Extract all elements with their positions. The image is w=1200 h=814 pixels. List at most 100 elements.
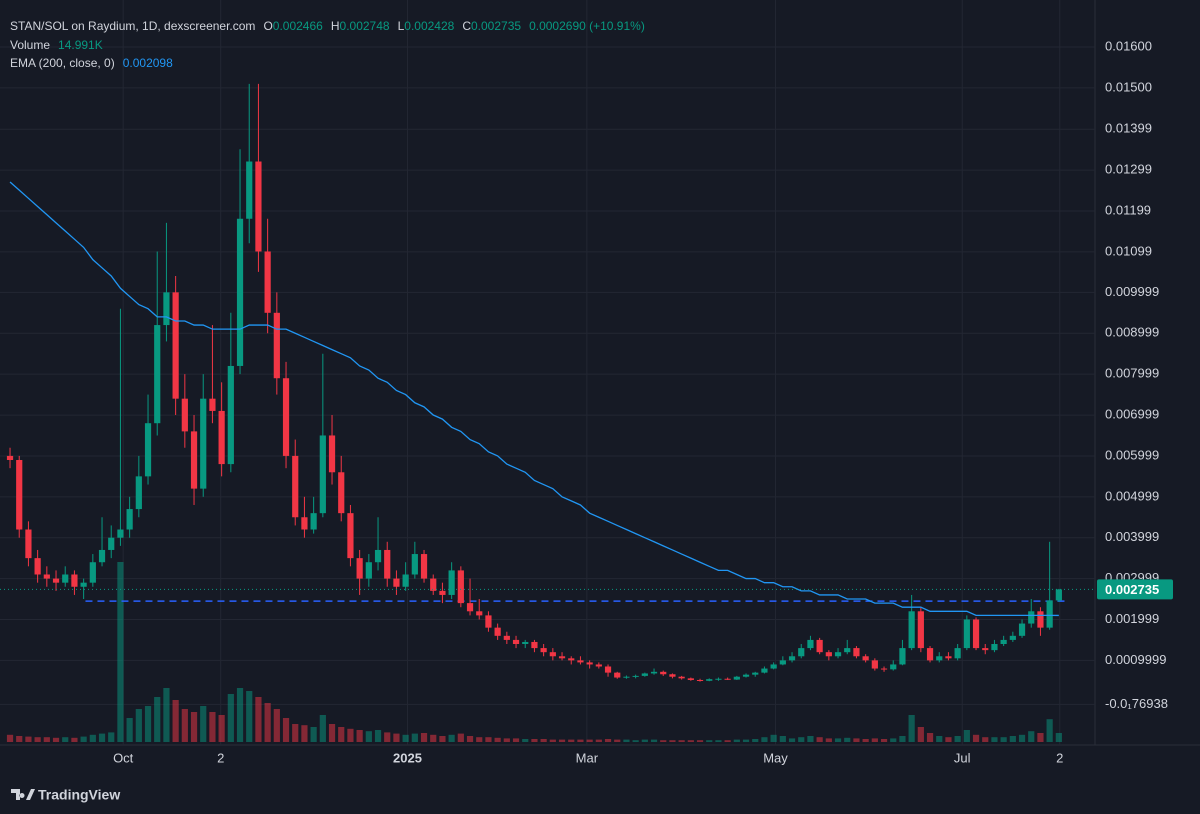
volume-bar (678, 740, 685, 742)
candle-body (144, 423, 152, 477)
volume-bar (604, 739, 612, 742)
candle-body (917, 611, 924, 649)
volume-bar (963, 730, 970, 742)
volume-bar (926, 733, 934, 742)
candle-body (1018, 623, 1026, 636)
volume-bar (742, 739, 750, 742)
volume-bar (89, 734, 96, 742)
candle-body (181, 398, 188, 432)
candle-body (89, 562, 96, 583)
volume-bar (853, 738, 860, 742)
candle-body (264, 251, 271, 313)
candle-body (742, 674, 750, 677)
candle-body (779, 660, 786, 665)
volume-bar (117, 562, 124, 742)
y-tick-label: 0.01600 (1105, 38, 1152, 53)
candle-body (623, 676, 630, 678)
candle-body (577, 660, 584, 663)
volume-bar (6, 734, 14, 742)
volume-bar (200, 706, 207, 742)
volume-bar (1055, 733, 1062, 742)
volume-bar (319, 715, 326, 742)
candle-body (568, 658, 575, 661)
candle-body (282, 378, 290, 456)
x-tick-label: 2 (217, 750, 224, 765)
candle-body (1028, 611, 1035, 624)
candle-body (696, 679, 704, 681)
ohlc-value: 0.002428 (404, 19, 454, 33)
candle-body (310, 513, 317, 530)
y-tick-label: 0.004999 (1105, 488, 1159, 503)
volume-bar (347, 728, 354, 742)
ema-name: EMA (200, close, 0) (10, 56, 115, 70)
volume-bar (292, 724, 299, 742)
volume-bar (816, 737, 823, 742)
volume-bar (972, 734, 980, 742)
candle-body (825, 652, 832, 657)
volume-bar (356, 730, 363, 742)
candle-body (798, 648, 805, 657)
candle-body (420, 554, 428, 579)
candle-body (844, 648, 851, 653)
x-tick-label: 2 (1056, 750, 1063, 765)
ohlc-value: 0.002466 (273, 19, 323, 33)
candle-body (328, 435, 336, 473)
candle-body (71, 574, 78, 587)
candle-body (954, 648, 961, 659)
volume-bar (181, 709, 188, 742)
candle-body (991, 644, 998, 651)
volume-name: Volume (10, 38, 50, 52)
x-tick-label: 2025 (393, 750, 422, 765)
volume-bar (1009, 736, 1016, 742)
volume-bar (632, 740, 639, 742)
volume-bar (945, 737, 952, 742)
volume-bar (770, 734, 777, 742)
ohlc-label: L (398, 19, 405, 33)
candle-body (1037, 611, 1044, 628)
volume-bar (724, 740, 731, 742)
volume-bar (623, 739, 630, 742)
candle-body (246, 161, 253, 219)
candle-body (135, 476, 142, 510)
volume-bar (273, 709, 280, 742)
candle-body (200, 398, 207, 489)
volume-bar (393, 733, 400, 742)
candle-body (604, 666, 612, 673)
volume-bar (531, 739, 538, 742)
volume-bar (310, 727, 317, 742)
volume-bar (16, 736, 23, 742)
y-tick-label: 0.008999 (1105, 325, 1159, 340)
volume-bar (374, 730, 382, 742)
volume-bar (1037, 733, 1044, 742)
volume-bar (439, 736, 446, 742)
ohlc-label: C (462, 19, 471, 33)
candle-body (936, 656, 943, 661)
candles-layer (0, 83, 1095, 682)
candle-body (62, 574, 69, 583)
volume-bar (1018, 734, 1026, 742)
volume-bar (264, 703, 271, 742)
volume-bar (503, 738, 510, 742)
volume-bar (246, 691, 253, 742)
candle-body (43, 574, 50, 579)
candle-body (788, 656, 796, 661)
ohlc-value: 0.002735 (471, 19, 521, 33)
candle-body (926, 648, 934, 661)
volume-bar (328, 724, 336, 742)
volume-bar (752, 739, 759, 742)
volume-bar (43, 737, 50, 742)
volume-bar (733, 739, 740, 742)
candle-body (34, 558, 41, 575)
volume-bar (1000, 737, 1007, 742)
volume-bar (788, 738, 796, 742)
candle-body (1046, 600, 1053, 628)
y-tick-label: -0.0₁76938 (1105, 696, 1168, 711)
volume-layer (6, 562, 1062, 742)
candle-body (1000, 639, 1007, 645)
y-tick-label: 0.01399 (1105, 121, 1152, 136)
y-tick-label: 0.01199 (1105, 202, 1151, 217)
volume-bar (880, 739, 888, 742)
candle-body (890, 664, 897, 670)
volume-bar (512, 738, 520, 742)
